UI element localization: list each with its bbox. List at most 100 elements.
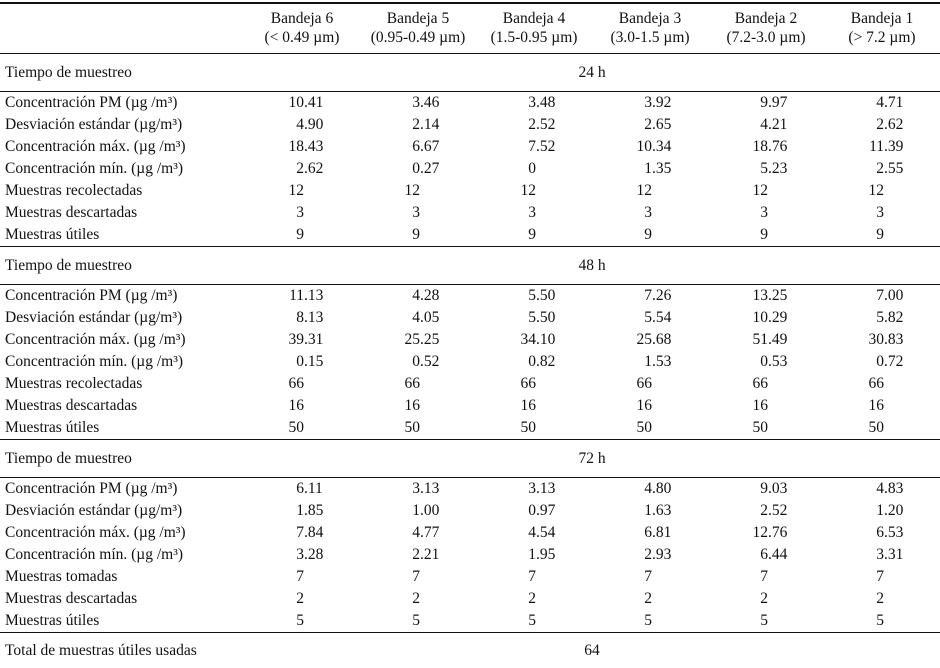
value-cell: 16 xyxy=(404,397,421,414)
value-cell: 2 xyxy=(412,590,420,607)
value-cell: 1.00 xyxy=(412,502,440,519)
time-value: 72 h xyxy=(244,439,940,478)
value-cell: 4.71 xyxy=(876,94,904,111)
value-cell: 66 xyxy=(868,375,885,392)
value-cell: 2.52 xyxy=(528,116,556,133)
value-cell: 18.76 xyxy=(752,138,788,155)
data-row: Concentración mín. (µg /m³) 3.28 2.21 1.95 2… xyxy=(0,544,940,566)
measure-label: Muestras tomadas xyxy=(5,568,118,585)
value-cell: 0.72 xyxy=(876,353,904,370)
value-cell: 6.53 xyxy=(876,524,904,541)
value-cell: 3 xyxy=(296,204,304,221)
value-cell: 39.31 xyxy=(288,331,324,348)
value-cell: 25.68 xyxy=(636,331,672,348)
value-cell: 5.50 xyxy=(528,309,556,326)
measure-label: Concentración máx. (µg /m³) xyxy=(5,138,186,155)
value-cell: 9 xyxy=(644,226,652,243)
value-cell: 0 xyxy=(528,160,536,177)
value-cell: 7.26 xyxy=(644,287,672,304)
measure-label: Muestras útiles xyxy=(5,612,100,629)
value-cell: 16 xyxy=(868,397,885,414)
value-cell: 7 xyxy=(528,568,536,585)
value-cell: 9.03 xyxy=(760,480,788,497)
value-cell: 4.54 xyxy=(528,524,556,541)
value-cell: 3.31 xyxy=(876,546,904,563)
data-row: Concentración mín. (µg /m³) 2.62 0.27 0 1.35… xyxy=(0,158,940,180)
value-cell: 25.25 xyxy=(404,331,440,348)
tray-name: Bandeja 4 xyxy=(502,10,566,27)
value-cell: 3.92 xyxy=(644,94,672,111)
column-header: Bandeja 4 (1.5-0.95 µm) xyxy=(476,3,592,54)
value-cell: 5.82 xyxy=(876,309,904,326)
value-cell: 9 xyxy=(876,226,884,243)
value-cell: 4.28 xyxy=(412,287,440,304)
value-cell: 5 xyxy=(760,612,768,629)
time-row-label: Tiempo de muestreo xyxy=(0,53,244,92)
value-cell: 5 xyxy=(528,612,536,629)
measure-label: Concentración máx. (µg /m³) xyxy=(5,331,186,348)
value-cell: 1.63 xyxy=(644,502,672,519)
value-cell: 3 xyxy=(644,204,652,221)
value-cell: 10.34 xyxy=(636,138,672,155)
value-cell: 2.62 xyxy=(296,160,324,177)
value-cell: 8.13 xyxy=(296,309,324,326)
value-cell: 66 xyxy=(752,375,769,392)
value-cell: 2.55 xyxy=(876,160,904,177)
data-row: Desviación estándar (µg/m³) 1.85 1.00 0.97 1… xyxy=(0,500,940,522)
data-row: Concentración PM (µg /m³) 11.13 4.28 5.50 7.… xyxy=(0,285,940,308)
value-cell: 5 xyxy=(644,612,652,629)
value-cell: 12 xyxy=(404,182,421,199)
data-row: Muestras descartadas 3 3 3 3 3 3 xyxy=(0,202,940,224)
value-cell: 12 xyxy=(868,182,885,199)
tray-size-range: (< 0.49 µm) xyxy=(264,29,340,46)
value-cell: 0.97 xyxy=(528,502,556,519)
value-cell: 3.13 xyxy=(412,480,440,497)
value-cell: 3.46 xyxy=(412,94,440,111)
value-cell: 7 xyxy=(644,568,652,585)
tray-size-range: (0.95-0.49 µm) xyxy=(370,29,466,46)
value-cell: 0.27 xyxy=(412,160,440,177)
value-cell: 5 xyxy=(876,612,884,629)
measure-label: Concentración mín. (µg /m³) xyxy=(5,353,184,370)
section-time-row: Tiempo de muestreo 24 h xyxy=(0,53,940,92)
value-cell: 50 xyxy=(752,419,769,436)
value-cell: 3 xyxy=(876,204,884,221)
measure-label: Desviación estándar (µg/m³) xyxy=(5,502,183,519)
value-cell: 0.15 xyxy=(296,353,324,370)
data-row: Muestras recolectadas 66 66 66 66 66 66 xyxy=(0,373,940,395)
total-row: Total de muestras útiles usadas 64 xyxy=(0,632,940,668)
tray-name: Bandeja 3 xyxy=(618,10,682,27)
tray-size-range: (1.5-0.95 µm) xyxy=(490,29,578,46)
value-cell: 12 xyxy=(520,182,537,199)
value-cell: 11.13 xyxy=(289,287,324,304)
value-cell: 12 xyxy=(636,182,653,199)
value-cell: 6.81 xyxy=(644,524,672,541)
column-header: Bandeja 1 (> 7.2 µm) xyxy=(824,3,940,54)
data-row: Muestras útiles 9 9 9 9 9 9 xyxy=(0,224,940,247)
value-cell: 12 xyxy=(288,182,305,199)
value-cell: 2 xyxy=(528,590,536,607)
tray-name: Bandeja 5 xyxy=(386,10,450,27)
measure-label: Desviación estándar (µg/m³) xyxy=(5,309,183,326)
measure-label: Concentración máx. (µg /m³) xyxy=(5,524,186,541)
value-cell: 50 xyxy=(636,419,653,436)
measure-label: Concentración PM (µg /m³) xyxy=(5,94,178,111)
data-row: Desviación estándar (µg/m³) 8.13 4.05 5.50 5… xyxy=(0,307,940,329)
measure-label: Muestras útiles xyxy=(5,226,100,243)
measure-label: Muestras descartadas xyxy=(5,397,138,414)
value-cell: 4.80 xyxy=(644,480,672,497)
measure-label: Concentración mín. (µg /m³) xyxy=(5,546,184,563)
value-cell: 50 xyxy=(404,419,421,436)
value-cell: 5.50 xyxy=(528,287,556,304)
measure-label: Desviación estándar (µg/m³) xyxy=(5,116,183,133)
value-cell: 11.39 xyxy=(869,138,904,155)
value-cell: 4.90 xyxy=(296,116,324,133)
total-value: 64 xyxy=(244,632,940,668)
value-cell: 0.53 xyxy=(760,353,788,370)
value-cell: 4.21 xyxy=(760,116,788,133)
measure-label: Muestras descartadas xyxy=(5,590,138,607)
value-cell: 7.52 xyxy=(528,138,556,155)
value-cell: 2 xyxy=(876,590,884,607)
column-header: Bandeja 5 (0.95-0.49 µm) xyxy=(360,3,476,54)
value-cell: 30.83 xyxy=(868,331,904,348)
